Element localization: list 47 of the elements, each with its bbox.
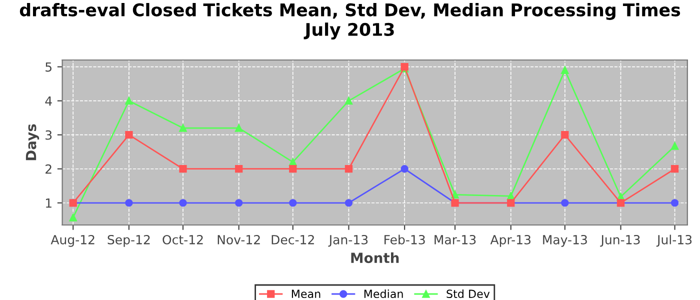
point (69, 214, 77, 222)
point (179, 199, 187, 207)
point (561, 66, 569, 74)
x-tick-label: Apr-13 (490, 234, 530, 247)
point (400, 165, 408, 173)
point (125, 97, 133, 105)
y-tick-label: 5 (46, 62, 52, 72)
point (125, 131, 133, 139)
point (179, 165, 187, 173)
point (344, 165, 353, 173)
point (670, 165, 679, 173)
chart-title: drafts-eval Closed Tickets Mean, Std Dev, Median Processing Times July 2013 (20, 3, 680, 40)
x-tick-label: May-13 (543, 234, 587, 247)
legend-label: Median (364, 289, 403, 298)
point (235, 165, 243, 173)
point (289, 158, 297, 166)
y-axis-title: Days (26, 124, 40, 160)
point (670, 142, 679, 150)
x-tick-label: Feb-13 (384, 234, 425, 244)
point (235, 199, 243, 207)
x-tick-label: Jul-13 (656, 234, 692, 247)
point (289, 199, 297, 207)
point (670, 199, 679, 207)
x-tick-label: Jun-13 (600, 234, 640, 247)
point (125, 199, 133, 207)
x-tick-label: Mar-13 (434, 234, 476, 244)
point (289, 165, 297, 173)
x-tick-label: Nov-12 (218, 234, 260, 244)
x-tick-label: Sep-12 (108, 234, 150, 247)
point (179, 124, 187, 132)
y-tick-label: 1 (46, 198, 52, 208)
legend-label: Std Dev (446, 289, 490, 298)
point (561, 199, 569, 207)
x-tick-label: Jan-13 (328, 234, 368, 247)
legend-label: Mean (292, 290, 320, 298)
point (235, 124, 243, 132)
y-tick-label: 3 (46, 130, 52, 140)
x-axis-title: Month (351, 252, 399, 264)
x-tick-label: Aug-12 (50, 234, 94, 247)
y-tick-label: 2 (46, 164, 52, 174)
x-tick-label: Oct-12 (162, 234, 203, 244)
point (451, 190, 459, 199)
y-tick-label: 4 (45, 96, 52, 106)
point (344, 97, 353, 105)
point (344, 199, 353, 207)
point (561, 131, 569, 139)
x-tick-label: Dec-12 (272, 234, 314, 244)
